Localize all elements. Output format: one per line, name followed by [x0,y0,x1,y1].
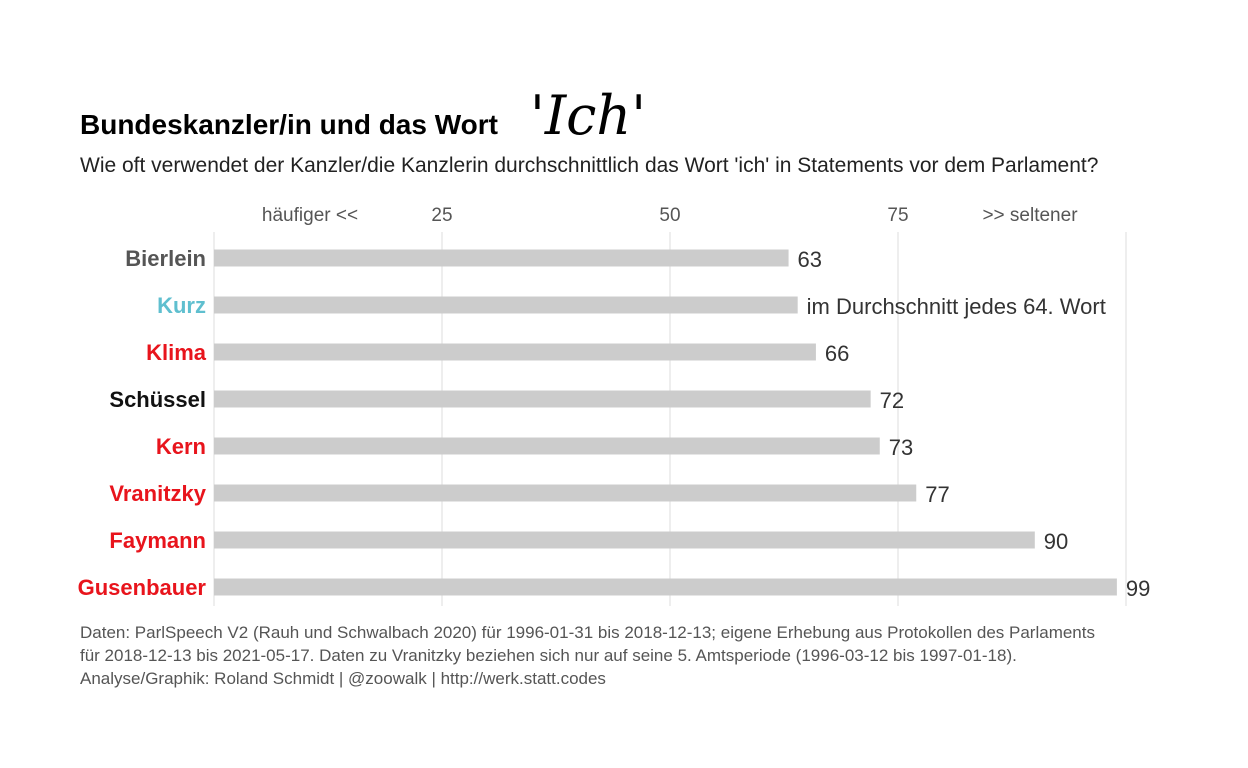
value-labels: 63 im Durchschnitt jedes 64. Wort 66 72 73 77… [798,247,1151,601]
bar-2 [214,343,816,361]
bar-7 [214,578,1117,596]
value-label-0: 63 [798,247,822,272]
value-label-5: 77 [925,482,949,507]
value-label-6: 90 [1044,529,1068,554]
x-tick-label-1: 50 [659,205,680,226]
x-left-note: häufiger << [262,205,358,226]
value-label-3: 72 [880,388,904,413]
category-label-0: Bierlein [125,246,206,271]
bar-6 [214,531,1035,549]
chart-title-word: 'Ich' [530,84,646,147]
x-tick-labels: 25 50 75 [431,205,908,226]
value-label-2: 66 [825,341,849,366]
value-label-1: im Durchschnitt jedes 64. Wort [807,294,1106,319]
bar-0 [214,249,789,267]
caption-line-1: Daten: ParlSpeech V2 (Rauh und Schwalbac… [80,623,1095,642]
bar-5 [214,484,917,502]
bar-4 [214,437,880,455]
category-label-5: Vranitzky [109,481,206,506]
category-label-3: Schüssel [109,387,206,412]
category-label-2: Klima [146,340,207,365]
x-tick-label-2: 75 [887,205,908,226]
caption: Daten: ParlSpeech V2 (Rauh und Schwalbac… [80,623,1095,688]
bars [214,249,1117,596]
chart-title: Bundeskanzler/in und das Wort [80,109,498,140]
chart-subtitle: Wie oft verwendet der Kanzler/die Kanzle… [80,154,1098,177]
value-label-7: 99 [1126,576,1150,601]
caption-line-3: Analyse/Graphik: Roland Schmidt | @zoowa… [80,669,606,688]
category-labels: Bierlein Kurz Klima Schüssel Kern Vranitzky Fa… [78,246,207,600]
x-tick-label-0: 25 [431,205,452,226]
category-label-6: Faymann [109,528,206,553]
caption-line-2: für 2018-12-13 bis 2021-05-17. Daten zu … [80,646,1017,665]
bar-3 [214,390,871,408]
category-label-7: Gusenbauer [78,575,207,600]
bar-1 [214,296,798,314]
grid-lines [213,232,1127,606]
value-label-4: 73 [889,435,913,460]
category-label-1: Kurz [157,293,206,318]
category-label-4: Kern [156,434,206,459]
x-right-note: >> seltener [982,205,1078,226]
